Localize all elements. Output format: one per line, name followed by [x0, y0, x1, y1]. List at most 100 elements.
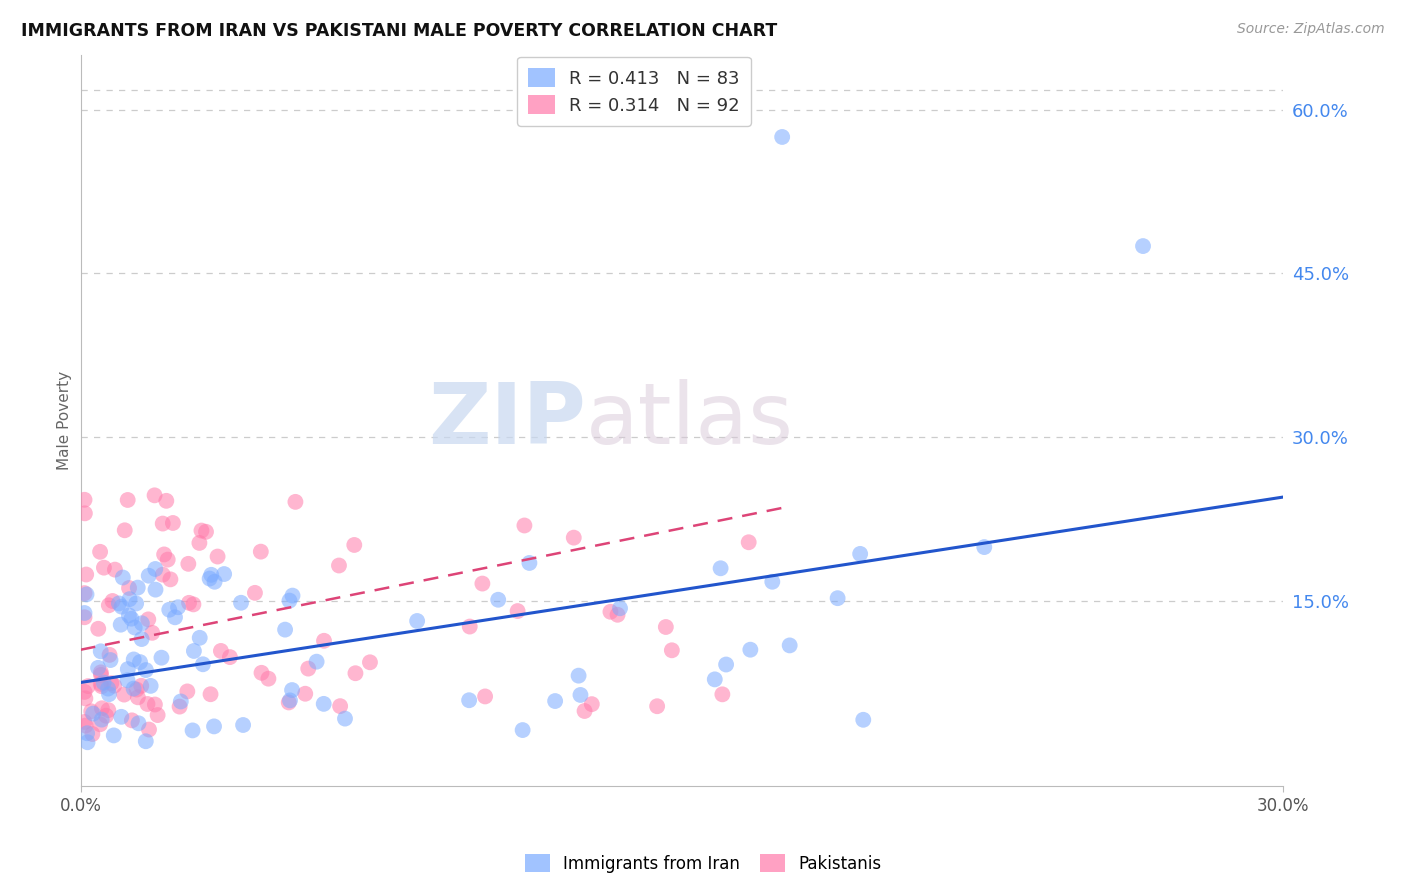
Point	[90, 713, 112, 727]
Point	[136, 697, 159, 711]
Legend: R = 0.413   N = 83, R = 0.314   N = 92: R = 0.413 N = 83, R = 0.314 N = 92	[517, 57, 751, 126]
Point	[76, 735, 98, 749]
Point	[849, 547, 872, 561]
Point	[117, 493, 139, 508]
Point	[513, 518, 536, 533]
Point	[737, 535, 759, 549]
Point	[93, 675, 115, 690]
Point	[111, 570, 134, 584]
Point	[574, 704, 596, 718]
Point	[129, 655, 152, 669]
Point	[177, 596, 200, 610]
Point	[87, 661, 110, 675]
Point	[281, 683, 304, 698]
Point	[562, 531, 585, 545]
Point	[209, 644, 232, 658]
Point	[75, 691, 97, 706]
Point	[169, 699, 191, 714]
Point	[159, 573, 181, 587]
Point	[599, 605, 621, 619]
Point	[73, 492, 96, 507]
Point	[219, 650, 242, 665]
Point	[281, 589, 304, 603]
Point	[104, 563, 127, 577]
Point	[167, 600, 190, 615]
Point	[73, 714, 96, 729]
Point	[93, 560, 115, 574]
Point	[232, 718, 254, 732]
Point	[112, 688, 135, 702]
Point	[135, 734, 157, 748]
Point	[150, 650, 173, 665]
Point	[89, 545, 111, 559]
Point	[125, 682, 148, 697]
Point	[711, 687, 734, 701]
Point	[73, 610, 96, 624]
Point	[127, 690, 149, 705]
Point	[188, 536, 211, 550]
Point	[250, 665, 273, 680]
Point	[609, 601, 631, 615]
Point	[359, 655, 381, 669]
Point	[257, 672, 280, 686]
Point	[329, 699, 352, 714]
Point	[131, 616, 153, 631]
Point	[200, 567, 222, 582]
Point	[191, 657, 214, 672]
Point	[277, 695, 299, 709]
Point	[103, 679, 125, 693]
Point	[458, 693, 481, 707]
Point	[101, 594, 124, 608]
Point	[512, 723, 534, 737]
Point	[606, 607, 628, 622]
Point	[121, 714, 143, 728]
Point	[87, 622, 110, 636]
Point	[75, 567, 97, 582]
Point	[127, 581, 149, 595]
Point	[136, 612, 159, 626]
Point	[198, 572, 221, 586]
Point	[73, 586, 96, 600]
Point	[305, 655, 328, 669]
Point	[581, 697, 603, 711]
Point	[519, 556, 541, 570]
Point	[76, 587, 98, 601]
Point	[122, 652, 145, 666]
Point	[212, 567, 235, 582]
Point	[703, 673, 725, 687]
Point	[77, 679, 100, 693]
Point	[97, 703, 120, 717]
Point	[278, 693, 301, 707]
Point	[156, 552, 179, 566]
Point	[153, 548, 176, 562]
Point	[125, 597, 148, 611]
Point	[770, 130, 793, 145]
Point	[110, 617, 132, 632]
Point	[278, 593, 301, 607]
Point	[117, 673, 139, 688]
Point	[195, 524, 218, 539]
Point	[73, 506, 96, 520]
Point	[312, 697, 335, 711]
Point	[779, 639, 801, 653]
Point	[103, 728, 125, 742]
Point	[190, 524, 212, 538]
Point	[82, 727, 104, 741]
Point	[183, 644, 205, 658]
Point	[73, 606, 96, 620]
Point	[143, 698, 166, 712]
Point	[114, 523, 136, 537]
Point	[852, 713, 875, 727]
Point	[118, 581, 141, 595]
Point	[124, 620, 146, 634]
Point	[714, 657, 737, 672]
Point	[131, 632, 153, 646]
Point	[188, 631, 211, 645]
Point	[740, 642, 762, 657]
Point	[110, 599, 132, 614]
Point	[229, 596, 252, 610]
Legend: Immigrants from Iran, Pakistanis: Immigrants from Iran, Pakistanis	[517, 847, 889, 880]
Point	[176, 684, 198, 698]
Point	[152, 516, 174, 531]
Point	[145, 582, 167, 597]
